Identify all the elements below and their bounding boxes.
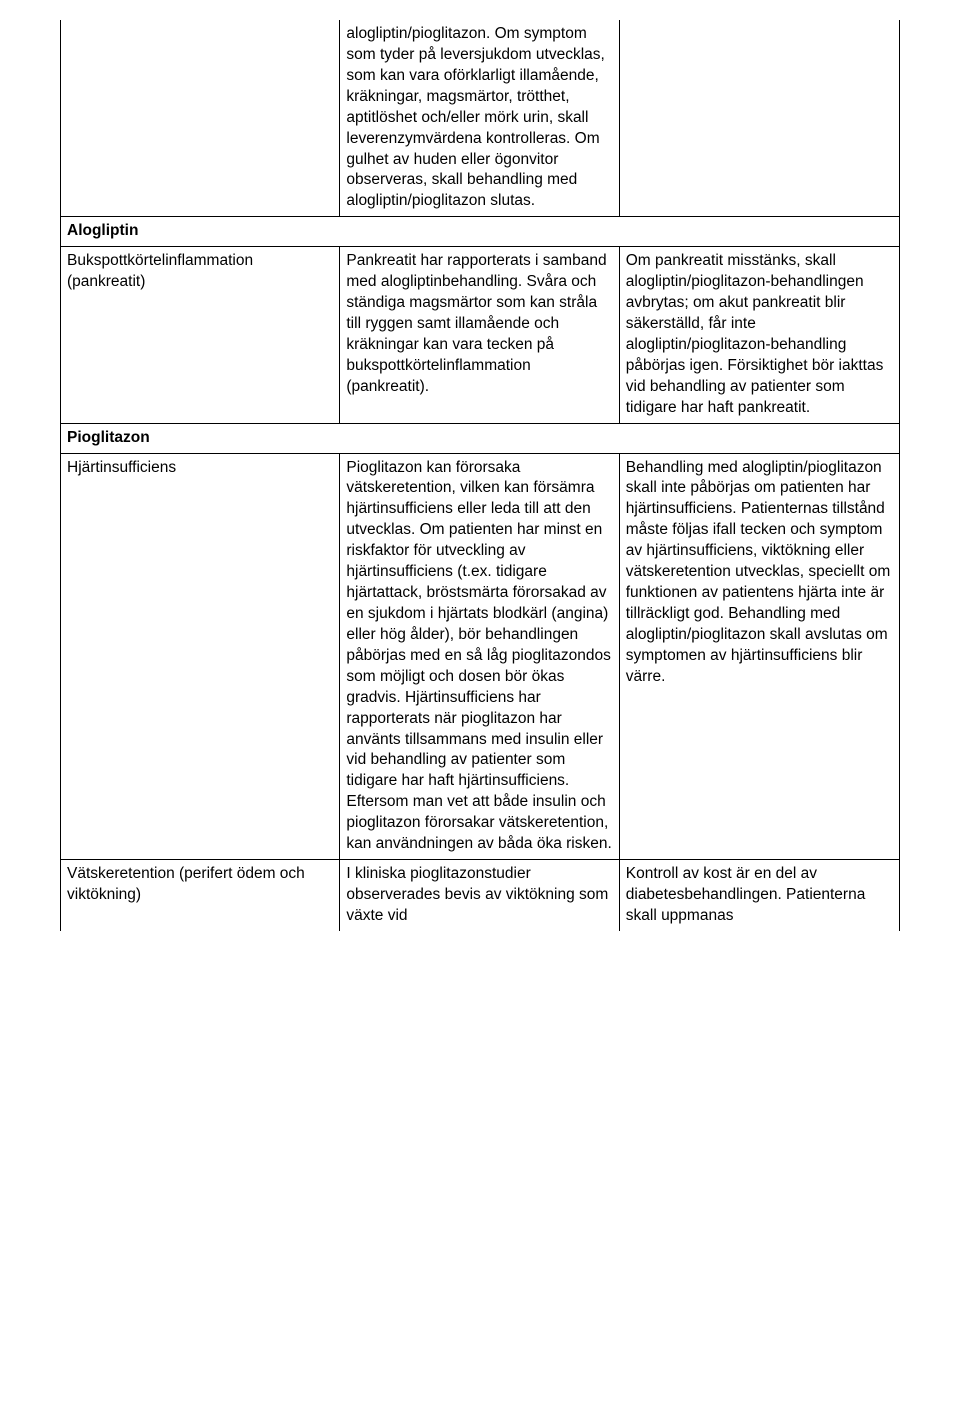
- cell-condition: [61, 20, 340, 217]
- cell-description: Pioglitazon kan förorsaka vätskeretentio…: [340, 453, 619, 860]
- table-row: alogliptin/pioglitazon. Om symptom som t…: [61, 20, 900, 217]
- section-header-pioglitazon: Pioglitazon: [61, 423, 900, 453]
- document-table: alogliptin/pioglitazon. Om symptom som t…: [60, 20, 900, 931]
- cell-description: Pankreatit har rapporterats i samband me…: [340, 247, 619, 423]
- cell-recommendation: Om pankreatit misstänks, skall aloglipti…: [619, 247, 899, 423]
- section-row: Alogliptin: [61, 217, 900, 247]
- cell-condition: Hjärtinsufficiens: [61, 453, 340, 860]
- section-header-alogliptin: Alogliptin: [61, 217, 900, 247]
- cell-condition: Bukspottkörtelinflammation (pankreatit): [61, 247, 340, 423]
- cell-recommendation: [619, 20, 899, 217]
- cell-description: alogliptin/pioglitazon. Om symptom som t…: [340, 20, 619, 217]
- cell-condition: Vätskeretention (perifert ödem och viktö…: [61, 860, 340, 931]
- cell-recommendation: Kontroll av kost är en del av diabetesbe…: [619, 860, 899, 931]
- section-row: Pioglitazon: [61, 423, 900, 453]
- cell-recommendation: Behandling med alogliptin/pioglitazon sk…: [619, 453, 899, 860]
- table-row: Vätskeretention (perifert ödem och viktö…: [61, 860, 900, 931]
- table-row: Bukspottkörtelinflammation (pankreatit) …: [61, 247, 900, 423]
- cell-description: I kliniska pioglitazonstudier observerad…: [340, 860, 619, 931]
- table-row: Hjärtinsufficiens Pioglitazon kan förors…: [61, 453, 900, 860]
